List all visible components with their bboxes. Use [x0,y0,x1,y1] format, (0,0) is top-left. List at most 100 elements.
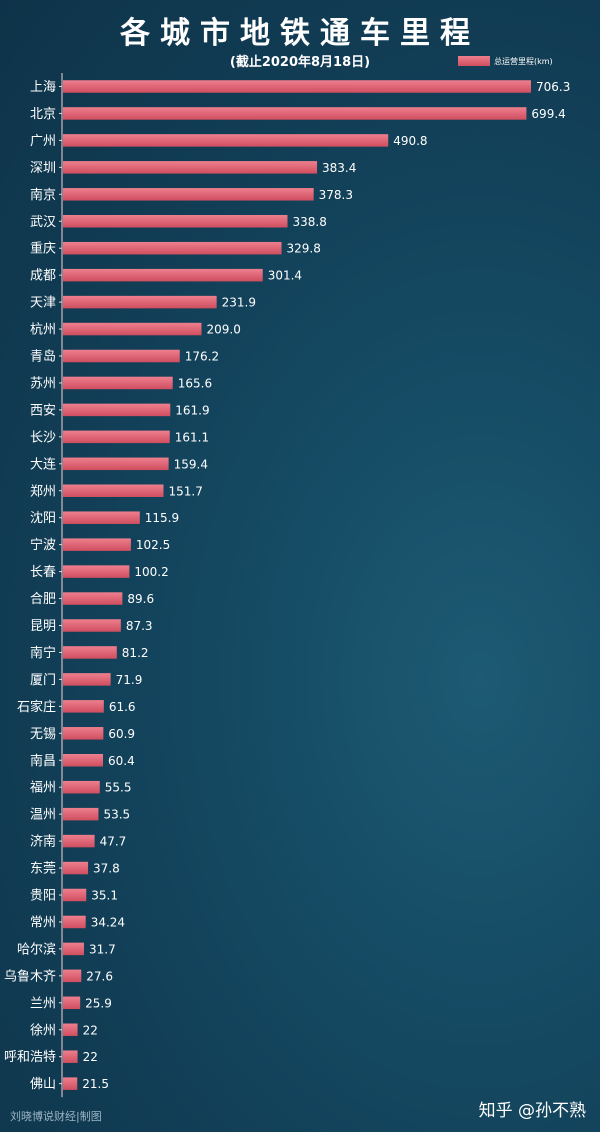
value-label: 37.8 [93,862,120,876]
category-label: 合肥 [30,592,56,607]
bar [63,538,131,551]
category-label: 徐州 [30,1023,56,1038]
category-label: 温州 [30,808,56,823]
category-label: 北京 [30,107,56,122]
bar [63,565,130,578]
category-label: 杭州 [30,323,56,338]
value-label: 176.2 [185,350,219,364]
bar [63,484,164,497]
bar [63,888,87,902]
category-label: 深圳 [30,161,56,176]
value-label: 53.5 [103,808,130,822]
category-label: 武汉 [30,215,56,230]
bar [63,861,89,875]
value-label: 699.4 [531,107,565,121]
category-label: 青岛 [30,349,56,365]
bar [63,349,180,363]
bar [63,942,85,956]
category-label: 呼和浩特 [4,1050,56,1065]
bar [63,322,202,336]
bar [63,457,169,471]
category-label: 上海 [30,80,56,95]
category-label: 厦门 [30,673,56,688]
value-label: 27.6 [86,969,113,983]
category-label: 哈尔滨 [17,941,56,957]
bar [63,511,140,524]
bar [63,80,531,93]
value-label: 87.3 [126,619,153,633]
category-label: 南京 [30,187,56,203]
category-label: 兰州 [30,996,56,1011]
category-label: 南宁 [30,645,56,661]
value-label: 81.2 [122,646,149,660]
category-label: 广州 [30,134,56,149]
category-label: 宁波 [30,537,56,553]
bar [63,430,170,444]
value-label: 35.1 [91,889,118,903]
value-label: 31.7 [89,942,116,956]
bar [63,996,81,1010]
category-label: 南昌 [30,753,56,769]
bar [63,268,263,282]
value-label: 161.9 [175,403,209,417]
bar [63,754,104,767]
bar [63,1050,78,1063]
category-label: 东莞 [30,862,56,877]
value-label: 115.9 [145,511,179,525]
category-label: 天津 [30,296,56,311]
value-label: 34.24 [91,915,125,929]
bar [63,807,99,821]
chart-subtitle: (截止2020年8月18日) [229,55,371,70]
value-label: 102.5 [136,538,170,552]
value-label: 490.8 [393,134,427,148]
category-label: 沈阳 [30,511,56,526]
category-label: 昆明 [30,619,56,634]
chart-title: 各城市地铁通车里程 [120,16,480,51]
bar [63,673,111,686]
value-label: 55.5 [105,781,132,795]
category-label: 乌鲁木齐 [4,968,56,984]
bar [63,700,104,713]
bar [63,188,314,201]
category-label: 成都 [30,269,56,284]
bar [63,134,389,147]
bar [63,969,82,983]
bar [63,727,104,740]
category-label: 无锡 [30,727,56,742]
category-label: 济南 [30,834,56,850]
value-label: 301.4 [268,269,302,283]
legend-label: 总运营里程(km) [494,56,553,66]
value-label: 71.9 [116,673,143,687]
value-label: 706.3 [536,80,570,94]
value-label: 100.2 [134,565,168,579]
category-label: 苏州 [30,375,56,391]
chart-legend: 总运营里程(km) [458,55,553,67]
value-label: 338.8 [292,215,326,229]
bar [63,834,95,848]
bar [63,376,173,390]
bar [63,592,123,605]
value-label: 60.9 [108,727,135,741]
value-label: 231.9 [222,296,256,310]
value-label: 22 [83,1050,98,1064]
value-label: 159.4 [174,457,208,471]
bar [63,107,527,120]
category-label: 大连 [30,456,56,472]
bar [63,1023,78,1036]
footer-watermark: 知乎 @孙不熟 [478,1101,586,1121]
value-label: 61.6 [109,700,136,714]
bar [63,161,318,174]
legend-swatch [458,56,490,66]
value-label: 151.7 [169,484,203,498]
bar [63,646,117,659]
category-label: 佛山 [30,1077,56,1092]
bar [63,780,100,794]
value-label: 60.4 [108,754,135,768]
value-label: 209.0 [206,323,240,337]
value-label: 25.9 [85,996,112,1010]
bar [63,1077,78,1090]
category-label: 郑州 [30,484,56,499]
bar [63,215,288,228]
bar [63,915,86,929]
